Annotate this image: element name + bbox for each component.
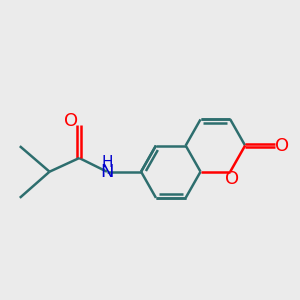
Text: N: N	[100, 163, 114, 181]
Text: O: O	[225, 170, 239, 188]
Text: H: H	[101, 155, 113, 170]
Text: O: O	[275, 136, 289, 154]
Text: O: O	[64, 112, 78, 130]
